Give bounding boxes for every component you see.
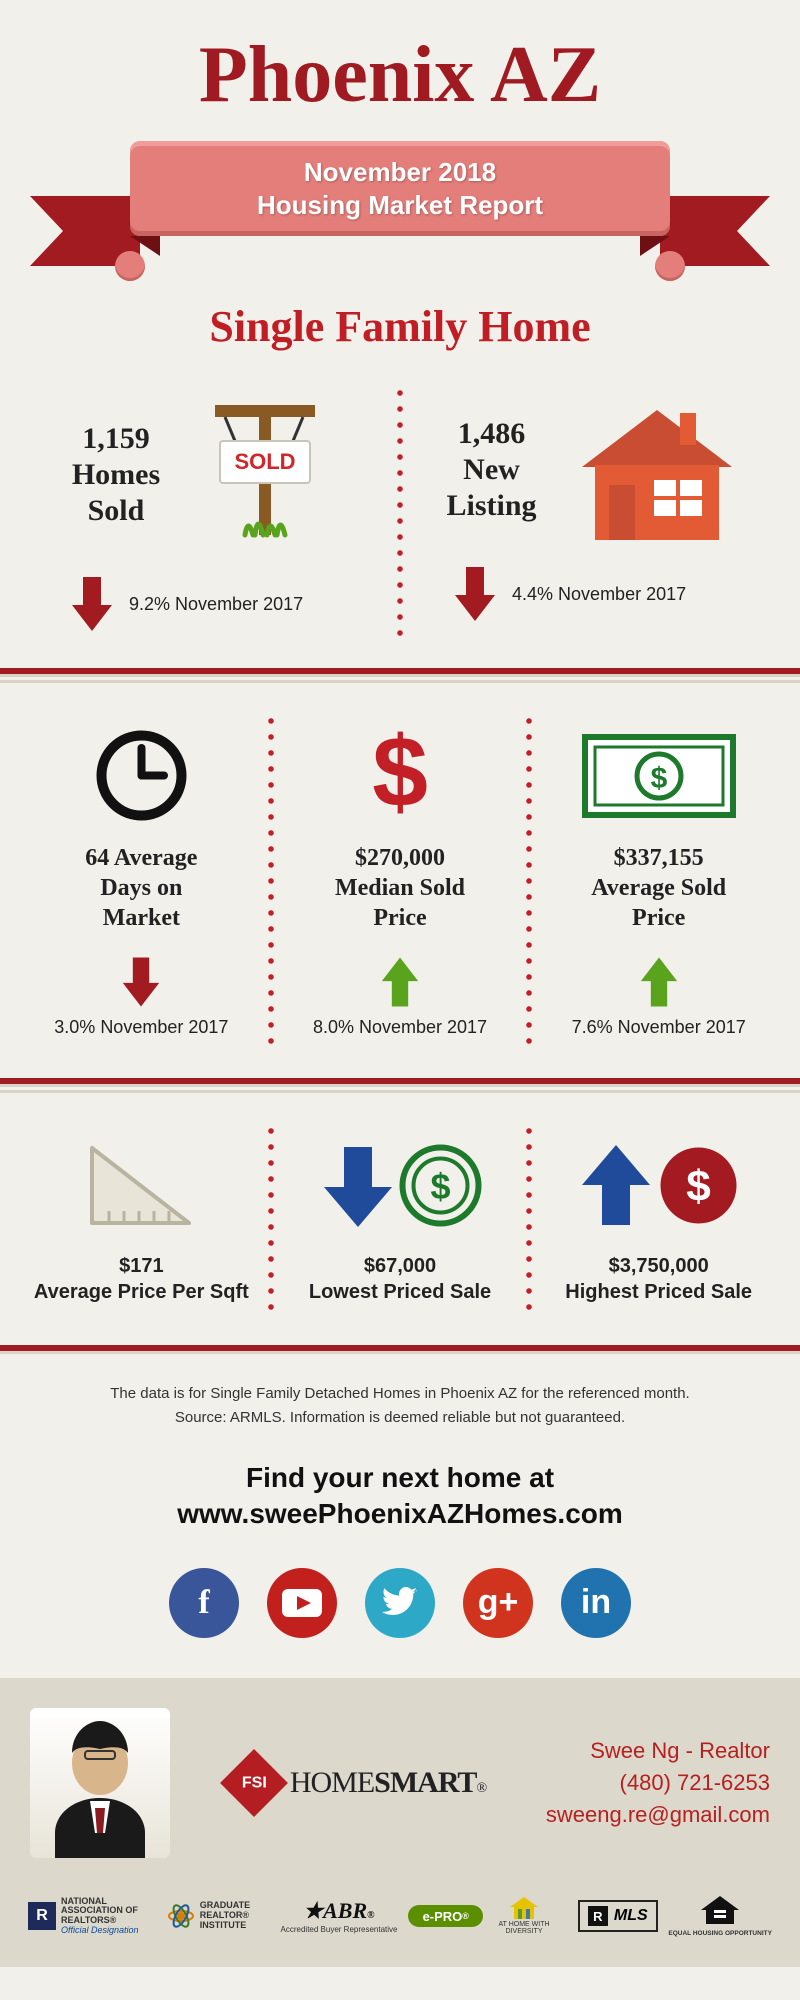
sqft-value: $171 bbox=[25, 1253, 258, 1279]
homes-sold-label1: Homes bbox=[72, 457, 160, 493]
subtitle: Single Family Home bbox=[0, 301, 800, 352]
stat-median-price: $ $270,000 Median Sold Price 8.0% Novemb… bbox=[274, 713, 527, 1048]
arrow-up-icon bbox=[639, 955, 679, 1009]
homes-sold-label2: Sold bbox=[72, 493, 160, 529]
gri-badge: GRADUATE REALTOR® INSTITUTE bbox=[167, 1901, 270, 1931]
arrow-down-icon bbox=[70, 575, 114, 633]
youtube-icon[interactable] bbox=[267, 1568, 337, 1638]
stat-days-on-market: 64 Average Days on Market 3.0% November … bbox=[15, 713, 268, 1048]
disclaimer: The data is for Single Family Detached H… bbox=[0, 1354, 800, 1450]
dom-change: 3.0% November 2017 bbox=[25, 1017, 258, 1038]
svg-text:$: $ bbox=[372, 726, 428, 826]
arrow-down-icon bbox=[121, 955, 161, 1009]
epro-badge: e-PRO® bbox=[408, 1905, 483, 1927]
svg-text:$: $ bbox=[686, 1162, 710, 1211]
dollar-icon: $ bbox=[363, 726, 438, 826]
highest-label: Highest Priced Sale bbox=[542, 1279, 775, 1305]
row-market-stats: 64 Average Days on Market 3.0% November … bbox=[0, 680, 800, 1084]
facebook-icon[interactable]: f bbox=[169, 1568, 239, 1638]
arrow-up-icon bbox=[380, 955, 420, 1009]
highest-value: $3,750,000 bbox=[542, 1253, 775, 1279]
stat-homes-sold: 1,159 Homes Sold SOLD 9.2% November 2 bbox=[20, 385, 397, 643]
contact-name: Swee Ng - Realtor bbox=[546, 1735, 770, 1767]
sqft-label: Average Price Per Sqft bbox=[25, 1279, 258, 1305]
linkedin-icon[interactable]: in bbox=[561, 1568, 631, 1638]
ruler-triangle-icon bbox=[84, 1138, 199, 1233]
new-listing-change: 4.4% November 2017 bbox=[512, 584, 686, 605]
stat-price-sqft: $171 Average Price Per Sqft bbox=[15, 1123, 268, 1315]
clock-icon bbox=[94, 728, 189, 823]
ribbon-banner: November 2018 Housing Market Report bbox=[0, 141, 800, 281]
brand-logo: FSI HOMESMART® bbox=[190, 1759, 526, 1807]
page-title: Phoenix AZ bbox=[0, 0, 800, 131]
contact-strip: FSI HOMESMART® Swee Ng - Realtor (480) 7… bbox=[0, 1678, 800, 1878]
coin-green-icon: $ bbox=[398, 1143, 483, 1228]
avatar bbox=[30, 1708, 170, 1858]
twitter-icon[interactable] bbox=[365, 1568, 435, 1638]
dollar-bill-icon: $ bbox=[579, 731, 739, 821]
avg-change: 7.6% November 2017 bbox=[542, 1017, 775, 1038]
arrow-down-icon bbox=[453, 565, 497, 623]
contact-email: sweeng.re@gmail.com bbox=[546, 1799, 770, 1831]
abr-badge: ★ABR® Accredited Buyer Representative bbox=[281, 1898, 398, 1934]
svg-text:$: $ bbox=[650, 762, 667, 795]
contact-phone: (480) 721-6253 bbox=[546, 1767, 770, 1799]
median-change: 8.0% November 2017 bbox=[284, 1017, 517, 1038]
equal-housing-badge: EQUAL HOUSING OPPORTUNITY bbox=[668, 1896, 772, 1937]
diversity-badge: AT HOME WITH DIVERSITY bbox=[494, 1897, 554, 1935]
mls-badge: RMLS bbox=[578, 1900, 658, 1932]
nar-badge: R NATIONAL ASSOCIATION OF REALTORS®Offic… bbox=[28, 1897, 156, 1937]
social-row: f g+ in bbox=[0, 1568, 800, 1678]
cta-text: Find your next home at www.sweePhoenixAZ… bbox=[0, 1450, 800, 1568]
googleplus-icon[interactable]: g+ bbox=[463, 1568, 533, 1638]
stat-lowest-sale: $ $67,000 Lowest Priced Sale bbox=[274, 1123, 527, 1315]
stat-average-price: $ $337,155 Average Sold Price 7.6% Novem… bbox=[532, 713, 785, 1048]
stat-highest-sale: $ $3,750,000 Highest Priced Sale bbox=[532, 1123, 785, 1315]
arrow-up-blue-icon bbox=[576, 1141, 656, 1231]
row-sold-listing: 1,159 Homes Sold SOLD 9.2% November 2 bbox=[0, 382, 800, 674]
contact-info: Swee Ng - Realtor (480) 721-6253 sweeng.… bbox=[546, 1735, 770, 1831]
lowest-value: $67,000 bbox=[284, 1253, 517, 1279]
svg-text:$: $ bbox=[430, 1166, 450, 1207]
new-listing-value: 1,486 bbox=[446, 416, 536, 452]
sold-sign-icon: SOLD bbox=[185, 395, 345, 555]
arrow-down-blue-icon bbox=[318, 1141, 398, 1231]
homes-sold-change: 9.2% November 2017 bbox=[129, 594, 303, 615]
badges-row: R NATIONAL ASSOCIATION OF REALTORS®Offic… bbox=[0, 1878, 800, 1967]
ribbon-line1: November 2018 bbox=[130, 156, 670, 189]
homes-sold-value: 1,159 bbox=[72, 421, 160, 457]
stat-new-listing: 1,486 New Listing 4.4% November 2017 bbox=[403, 385, 780, 643]
coin-red-icon: $ bbox=[656, 1143, 741, 1228]
new-listing-label2: Listing bbox=[446, 488, 536, 524]
lowest-label: Lowest Priced Sale bbox=[284, 1279, 517, 1305]
house-icon bbox=[562, 395, 737, 545]
row-price-range: $171 Average Price Per Sqft $ $67,000 Lo… bbox=[0, 1090, 800, 1351]
ribbon-line2: Housing Market Report bbox=[130, 189, 670, 222]
svg-text:SOLD: SOLD bbox=[235, 449, 296, 474]
new-listing-label1: New bbox=[446, 452, 536, 488]
